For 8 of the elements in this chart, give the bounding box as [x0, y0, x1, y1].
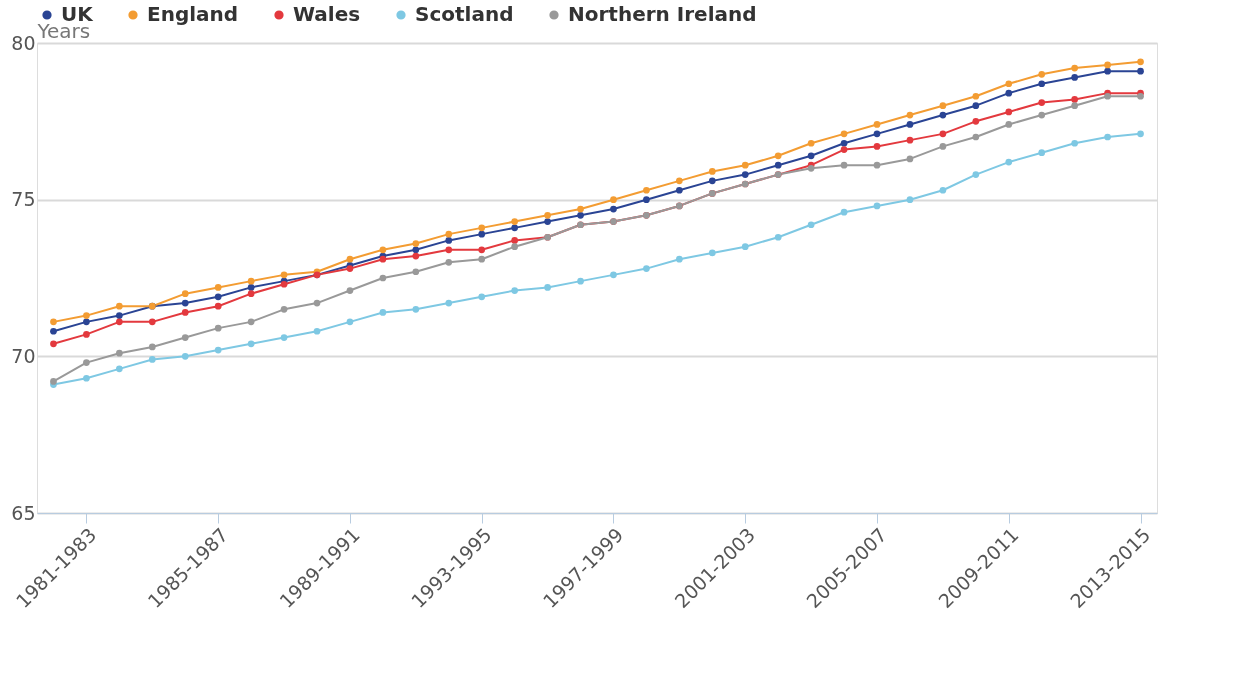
- legend-label: Wales: [293, 2, 361, 26]
- legend-label: Scotland: [415, 2, 514, 26]
- y-tick-label: 65: [11, 501, 36, 524]
- y-tick-label: 70: [11, 344, 36, 367]
- legend-label: Northern Ireland: [568, 2, 757, 26]
- y-tick-label: 80: [11, 31, 36, 54]
- y-tick-label: 75: [11, 188, 36, 211]
- legend-label: England: [147, 2, 239, 26]
